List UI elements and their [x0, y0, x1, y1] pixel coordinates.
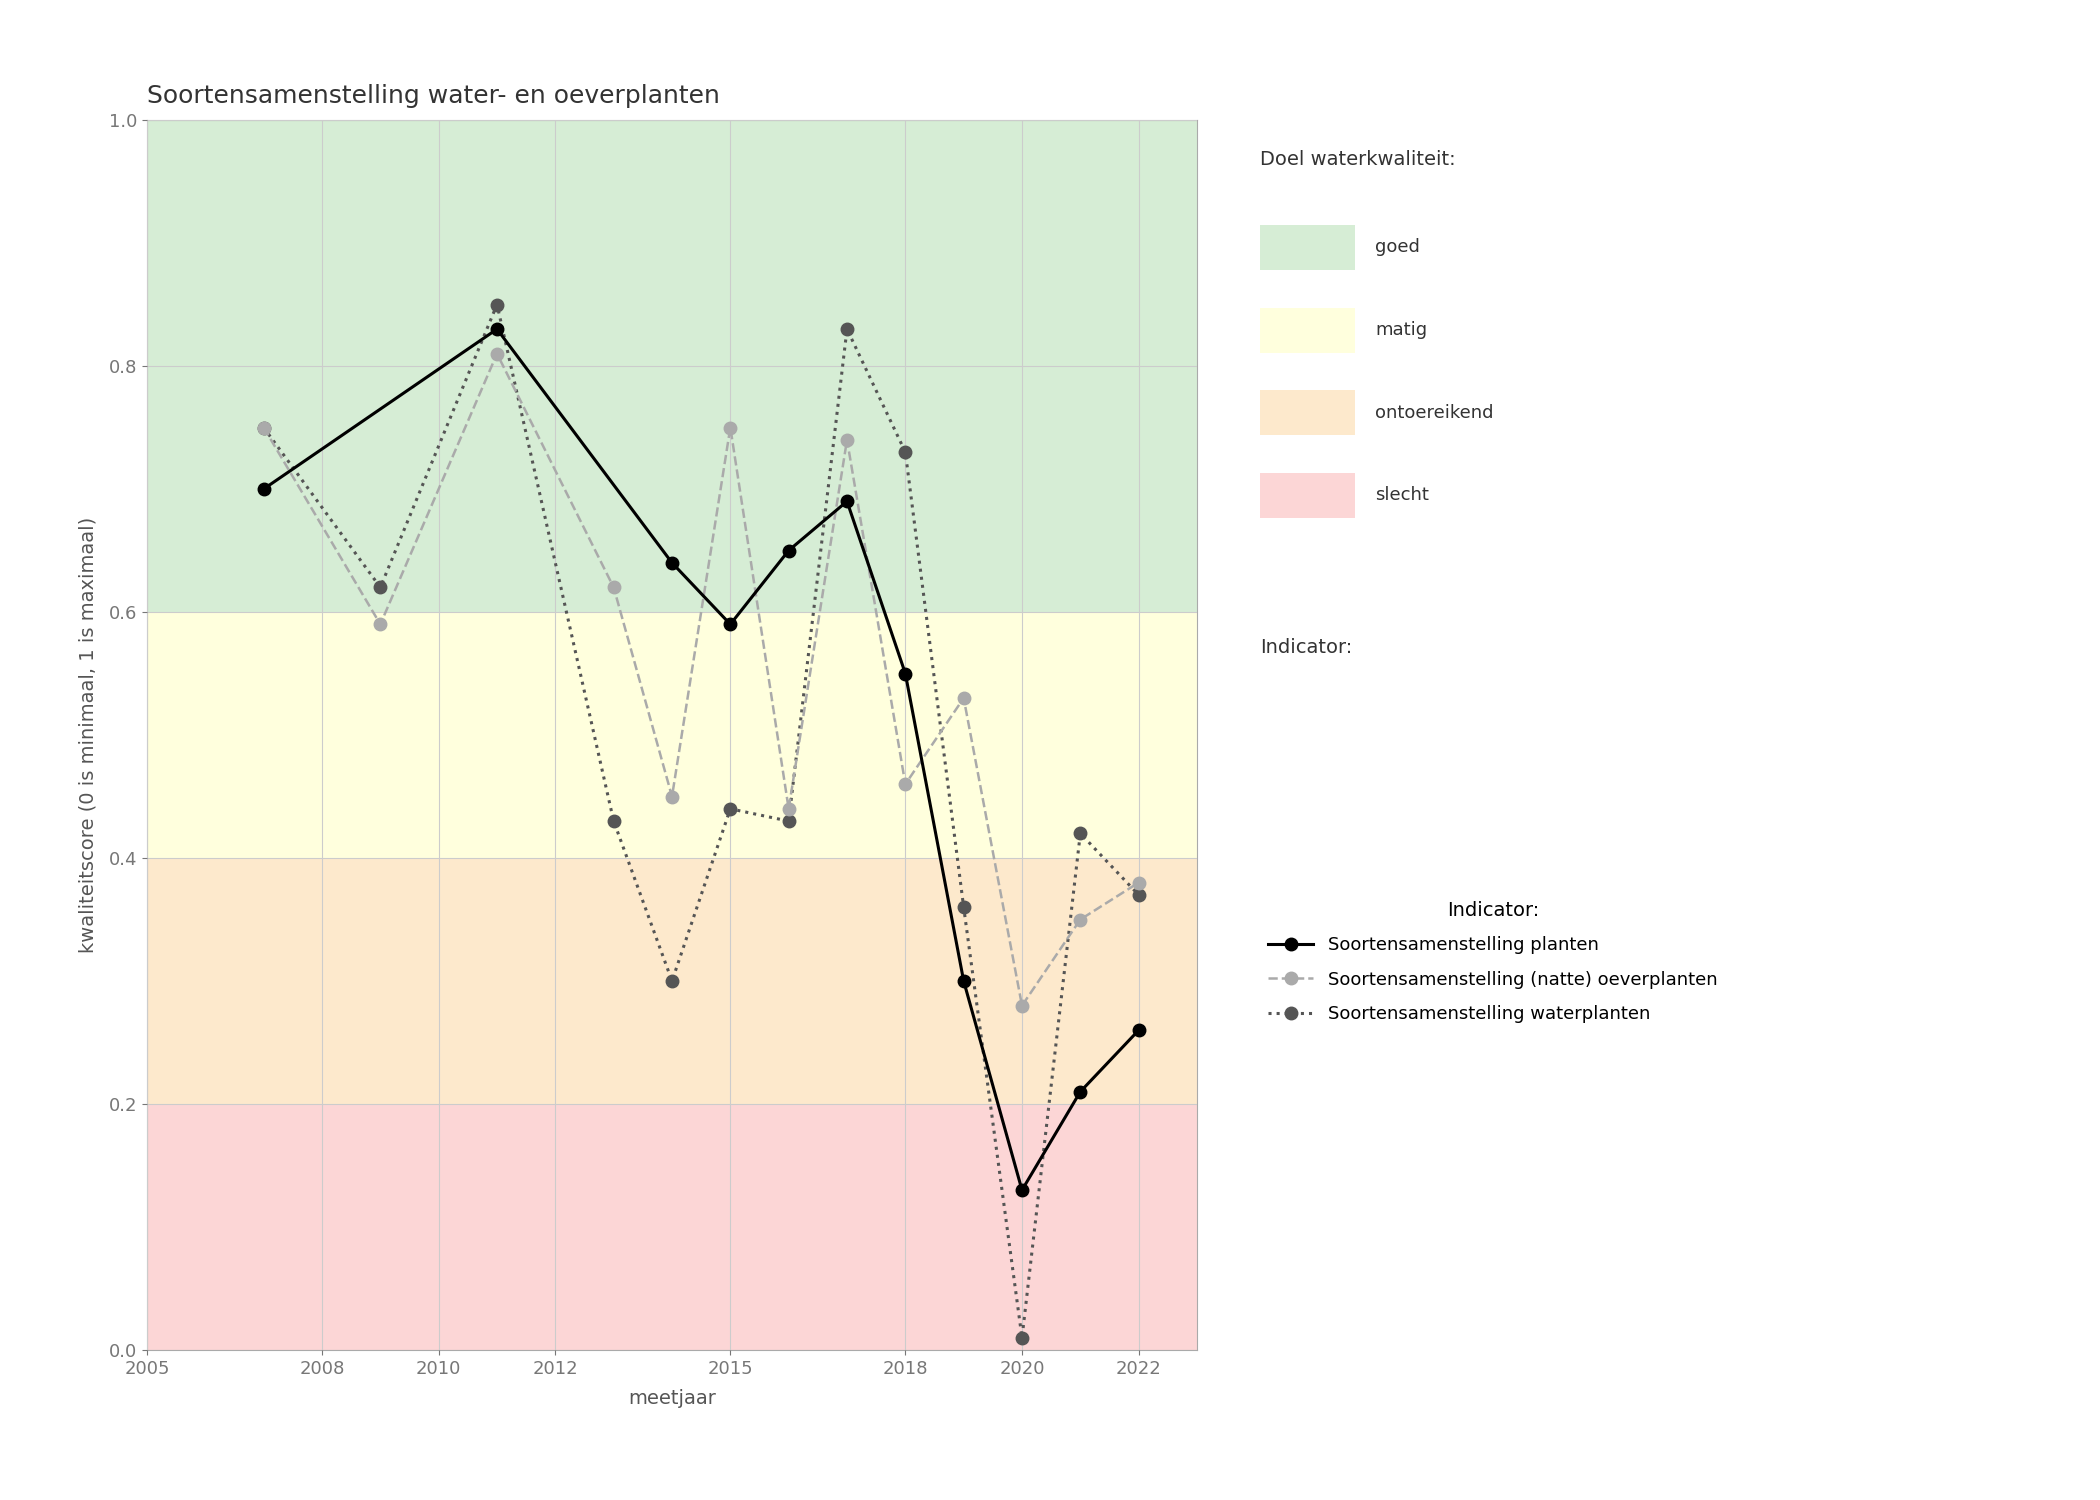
X-axis label: meetjaar: meetjaar [628, 1389, 716, 1408]
Legend: Soortensamenstelling planten, Soortensamenstelling (natte) oeverplanten, Soorten: Soortensamenstelling planten, Soortensam… [1260, 894, 1724, 1030]
Bar [147, 1104, 1197, 1350]
Text: slecht: slecht [1376, 486, 1430, 504]
Text: goed: goed [1376, 238, 1420, 256]
Text: Indicator:: Indicator: [1260, 638, 1352, 657]
Text: Doel waterkwaliteit:: Doel waterkwaliteit: [1260, 150, 1455, 170]
Bar [147, 120, 1197, 612]
Bar [147, 612, 1197, 858]
Bar [147, 858, 1197, 1104]
Text: ontoereikend: ontoereikend [1376, 404, 1493, 422]
Text: Soortensamenstelling water- en oeverplanten: Soortensamenstelling water- en oeverplan… [147, 84, 720, 108]
Text: matig: matig [1376, 321, 1428, 339]
Y-axis label: kwaliteitscore (0 is minimaal, 1 is maximaal): kwaliteitscore (0 is minimaal, 1 is maxi… [78, 518, 99, 952]
